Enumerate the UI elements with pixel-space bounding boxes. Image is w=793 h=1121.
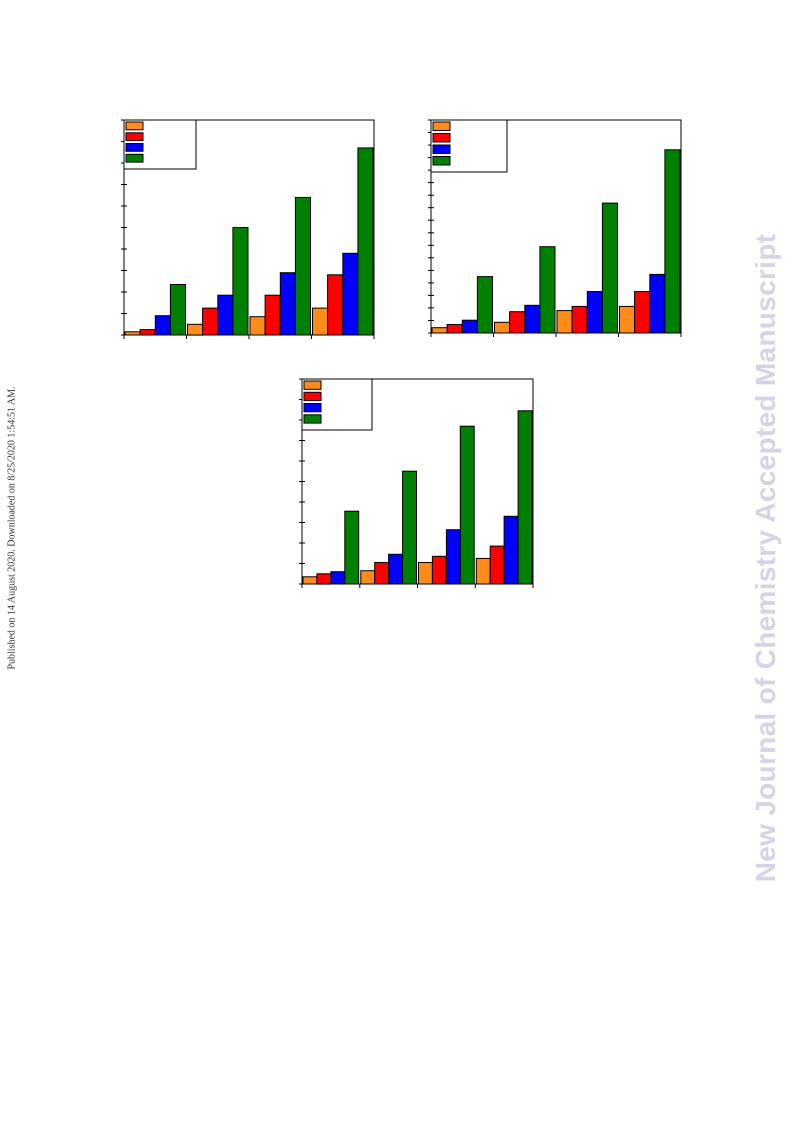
bar-red-3: [431, 555, 447, 585]
bar-blue-4: [649, 273, 666, 334]
bar-green-4: [517, 410, 533, 585]
bar-orange-4: [312, 307, 329, 336]
legend-swatch-green: [303, 414, 322, 424]
legend-swatch-orange: [125, 121, 144, 131]
legend: [430, 119, 508, 173]
bar-green-2: [232, 227, 249, 336]
legend-swatch-red: [303, 391, 322, 402]
bar-red-2: [202, 307, 219, 336]
bar-orange-4: [475, 557, 491, 585]
bar-orange-4: [619, 305, 636, 334]
bar-red-4: [327, 274, 344, 336]
bar-blue-4: [503, 515, 519, 585]
bar-chart-top-left: [121, 119, 375, 339]
bar-red-2: [509, 311, 526, 334]
legend-swatch-blue: [303, 403, 322, 413]
legend: [301, 378, 373, 431]
bar-blue-1: [154, 315, 171, 336]
bar-green-4: [357, 147, 374, 336]
bar-orange-3: [418, 562, 433, 585]
bar-green-2: [539, 246, 556, 334]
bar-orange-1: [302, 576, 318, 585]
bar-chart-bottom: [299, 378, 534, 588]
bar-blue-2: [388, 553, 403, 585]
bar-blue-4: [342, 252, 359, 336]
bar-blue-1: [461, 319, 478, 334]
bar-chart-top-right: [428, 119, 682, 337]
bar-green-3: [294, 196, 311, 336]
bar-orange-2: [360, 570, 376, 585]
bar-red-3: [571, 305, 588, 334]
bar-orange-3: [249, 316, 266, 336]
bar-red-4: [634, 291, 651, 334]
bar-red-4: [489, 545, 505, 585]
bar-green-1: [169, 284, 187, 336]
legend-swatch-green: [432, 156, 451, 166]
legend-swatch-green: [125, 153, 144, 163]
bar-orange-2: [187, 323, 204, 336]
bar-blue-1: [330, 571, 346, 585]
legend-swatch-red: [125, 132, 144, 142]
bar-green-4: [664, 149, 681, 334]
bar-green-1: [344, 510, 360, 585]
bar-green-3: [459, 425, 475, 585]
bar-red-2: [374, 562, 390, 585]
bar-green-2: [402, 470, 417, 585]
legend-swatch-red: [432, 133, 451, 143]
bar-blue-2: [217, 294, 234, 336]
bar-orange-2: [494, 321, 511, 334]
legend-swatch-blue: [125, 143, 144, 152]
bar-blue-3: [586, 291, 603, 334]
bar-green-1: [476, 276, 494, 334]
bar-blue-3: [279, 272, 296, 336]
publication-note-text: Published on 14 August 2020. Downloaded …: [6, 386, 18, 670]
bar-green-3: [601, 202, 618, 334]
bar-red-3: [264, 294, 281, 336]
bar-red-1: [139, 329, 156, 336]
bar-red-1: [446, 324, 463, 334]
legend-swatch-orange: [432, 121, 451, 131]
bar-blue-3: [445, 529, 461, 585]
bar-orange-1: [431, 327, 448, 334]
legend-swatch-blue: [432, 144, 451, 154]
watermark-text: New Journal of Chemistry Accepted Manusc…: [750, 233, 781, 883]
bar-orange-3: [556, 310, 573, 334]
legend: [123, 119, 197, 170]
legend-swatch-orange: [303, 380, 322, 390]
bar-blue-2: [524, 304, 541, 334]
bar-red-1: [316, 573, 332, 585]
